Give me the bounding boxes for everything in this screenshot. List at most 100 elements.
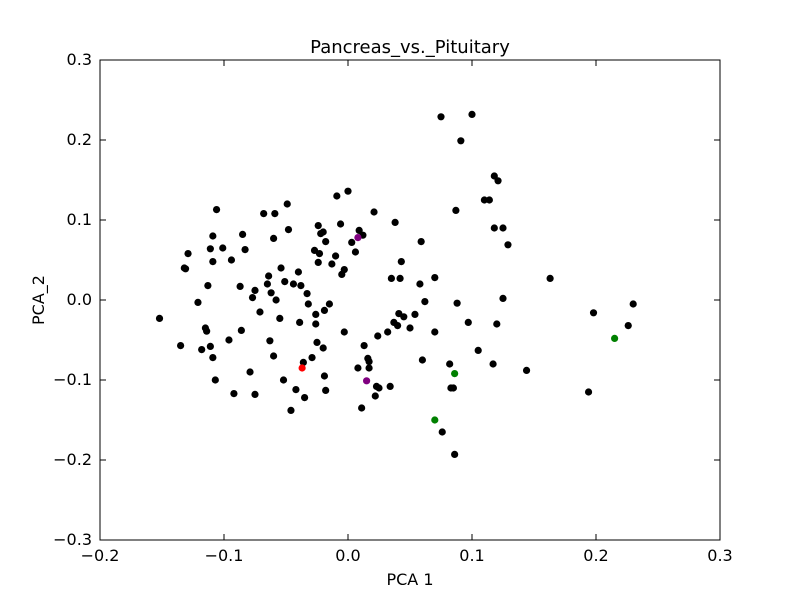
data-point xyxy=(468,110,476,118)
data-point xyxy=(246,368,254,376)
data-point xyxy=(209,232,217,240)
data-point xyxy=(406,324,414,332)
data-point xyxy=(348,238,356,246)
data-point xyxy=(449,384,457,392)
data-point xyxy=(336,220,345,228)
data-point xyxy=(287,406,295,414)
data-point xyxy=(354,234,362,242)
data-point xyxy=(292,386,300,394)
y-tick-label: 0.0 xyxy=(67,290,92,309)
data-point xyxy=(289,280,298,288)
data-point xyxy=(314,258,322,266)
data-point xyxy=(611,334,619,342)
data-point xyxy=(522,366,531,374)
x-tick-label: −0.2 xyxy=(81,546,120,565)
data-point xyxy=(320,372,329,380)
data-point xyxy=(155,314,164,322)
data-point xyxy=(411,310,419,318)
data-point xyxy=(351,248,360,256)
data-point xyxy=(251,390,259,398)
data-point xyxy=(303,290,311,298)
data-point xyxy=(312,320,320,328)
data-point xyxy=(277,264,285,272)
data-point xyxy=(267,289,275,297)
x-axis-label: PCA 1 xyxy=(386,570,433,589)
data-point xyxy=(340,266,348,274)
data-point xyxy=(204,282,212,290)
data-point xyxy=(203,327,211,335)
data-point xyxy=(386,382,394,390)
data-point xyxy=(272,296,280,304)
data-point xyxy=(320,306,329,314)
data-point xyxy=(431,416,439,424)
y-tick-label: −0.3 xyxy=(53,530,92,549)
data-point xyxy=(237,326,245,334)
data-point xyxy=(480,196,488,204)
data-point xyxy=(194,298,202,306)
x-tick-label: 0.1 xyxy=(459,546,484,565)
data-point xyxy=(499,224,507,232)
data-point xyxy=(248,294,257,302)
data-point xyxy=(294,268,302,276)
data-point xyxy=(319,344,327,352)
data-point xyxy=(230,390,238,398)
data-point xyxy=(629,300,637,308)
data-point xyxy=(206,342,214,350)
data-point xyxy=(354,364,362,372)
data-point xyxy=(452,206,460,214)
y-tick-label: 0.3 xyxy=(67,50,92,69)
data-point xyxy=(219,244,227,252)
data-point xyxy=(332,252,340,260)
data-point xyxy=(281,278,289,286)
data-point xyxy=(209,354,217,362)
data-point xyxy=(451,370,459,378)
data-point xyxy=(464,318,472,326)
ticks-layer: −0.2 −0.1 0.0 0.1 0.2 0.3−0.3−0.2−0.10.00.10.… xyxy=(53,50,733,565)
data-point xyxy=(589,309,598,317)
data-point xyxy=(297,282,305,290)
data-point xyxy=(256,308,264,316)
data-point xyxy=(225,336,233,344)
data-point xyxy=(198,346,206,354)
data-point xyxy=(418,356,426,364)
data-point xyxy=(212,206,221,214)
data-point xyxy=(296,318,304,326)
data-point xyxy=(270,234,278,242)
data-point xyxy=(301,394,309,402)
data-point xyxy=(546,274,554,282)
y-tick-label: 0.2 xyxy=(67,130,92,149)
data-point xyxy=(271,210,279,218)
y-axis-label: PCA_2 xyxy=(29,275,49,325)
data-point xyxy=(437,113,445,121)
data-point xyxy=(181,265,190,273)
data-point xyxy=(177,342,185,350)
data-point xyxy=(494,177,502,185)
data-point xyxy=(209,258,217,266)
data-point xyxy=(328,260,336,268)
chart-title: Pancreas_vs._Pituitary xyxy=(310,37,510,58)
data-point xyxy=(396,274,404,282)
data-point xyxy=(263,280,271,288)
data-point xyxy=(206,245,214,253)
x-tick-label: −0.1 xyxy=(205,546,244,565)
data-point xyxy=(365,364,373,372)
data-point xyxy=(384,328,392,336)
data-point xyxy=(322,386,330,394)
data-point xyxy=(227,256,236,264)
data-point xyxy=(270,352,278,360)
data-point xyxy=(451,450,459,458)
data-point xyxy=(322,238,330,246)
x-tick-label: 0.3 xyxy=(707,546,732,565)
data-point xyxy=(308,354,316,362)
data-point xyxy=(499,294,507,302)
data-point xyxy=(387,274,395,282)
data-point xyxy=(344,187,352,195)
points-layer xyxy=(155,110,637,458)
data-point xyxy=(365,358,373,366)
data-point xyxy=(312,310,320,318)
data-point xyxy=(489,360,497,368)
data-point xyxy=(284,226,293,234)
data-point xyxy=(325,300,333,308)
